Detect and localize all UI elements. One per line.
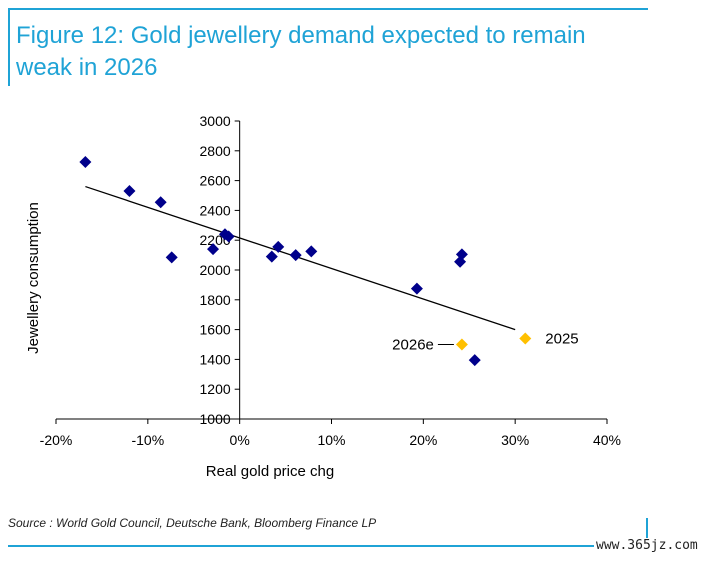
trendline	[85, 185, 516, 331]
bottom-rule	[8, 545, 648, 547]
y-tick-label: 3000	[200, 113, 231, 129]
data-point	[272, 240, 285, 253]
points-group: 2026e 2025	[79, 155, 579, 367]
y-tick-label: 1600	[200, 322, 231, 338]
y-tick-label: 1200	[200, 381, 231, 397]
trendline-group	[85, 185, 516, 331]
y-axis-label: Jewellery consumption	[25, 202, 42, 354]
x-tick-label: 40%	[593, 432, 621, 448]
data-point	[265, 250, 278, 263]
left-rule	[8, 8, 10, 86]
data-point	[79, 155, 92, 168]
bottom-tick	[646, 518, 648, 546]
data-point	[207, 243, 220, 256]
x-tick-label: 0%	[230, 432, 250, 448]
data-point	[305, 245, 318, 258]
data-point	[165, 251, 178, 264]
data-point	[154, 196, 167, 209]
watermark: www.365jz.com	[594, 538, 700, 553]
x-tick-label: 10%	[317, 432, 345, 448]
source-note: Source : World Gold Council, Deutsche Ba…	[8, 516, 377, 530]
y-tick-label: 1800	[200, 292, 231, 308]
point-label-2026e: 2026e	[392, 337, 434, 354]
y-tick-label: 2000	[200, 262, 231, 278]
x-tick-label: -20%	[40, 432, 73, 448]
x-axis-label: Real gold price chg	[206, 463, 334, 480]
y-tick-label: 2600	[200, 173, 231, 189]
y-tick-label: 2800	[200, 143, 231, 159]
x-tick-label: 20%	[409, 432, 437, 448]
data-point	[455, 248, 468, 261]
x-tick-label: 30%	[501, 432, 529, 448]
figure-title: Figure 12: Gold jewellery demand expecte…	[16, 22, 586, 81]
forecast-point	[519, 332, 532, 345]
x-tick-label: -10%	[131, 432, 164, 448]
data-point	[222, 230, 235, 243]
data-point	[289, 249, 302, 262]
point-label-2025: 2025	[545, 331, 578, 348]
data-point	[123, 185, 136, 198]
data-point	[410, 282, 423, 295]
forecast-point	[455, 338, 468, 351]
top-rule	[8, 8, 648, 10]
data-point	[468, 354, 481, 367]
y-tick-label: 2400	[200, 202, 231, 218]
y-tick-label: 1000	[200, 411, 231, 427]
y-tick-label: 1400	[200, 351, 231, 367]
axes: -20% -10% 0% 10% 20% 30% 40% 1000 1200 1400 1600 18…	[40, 113, 621, 448]
